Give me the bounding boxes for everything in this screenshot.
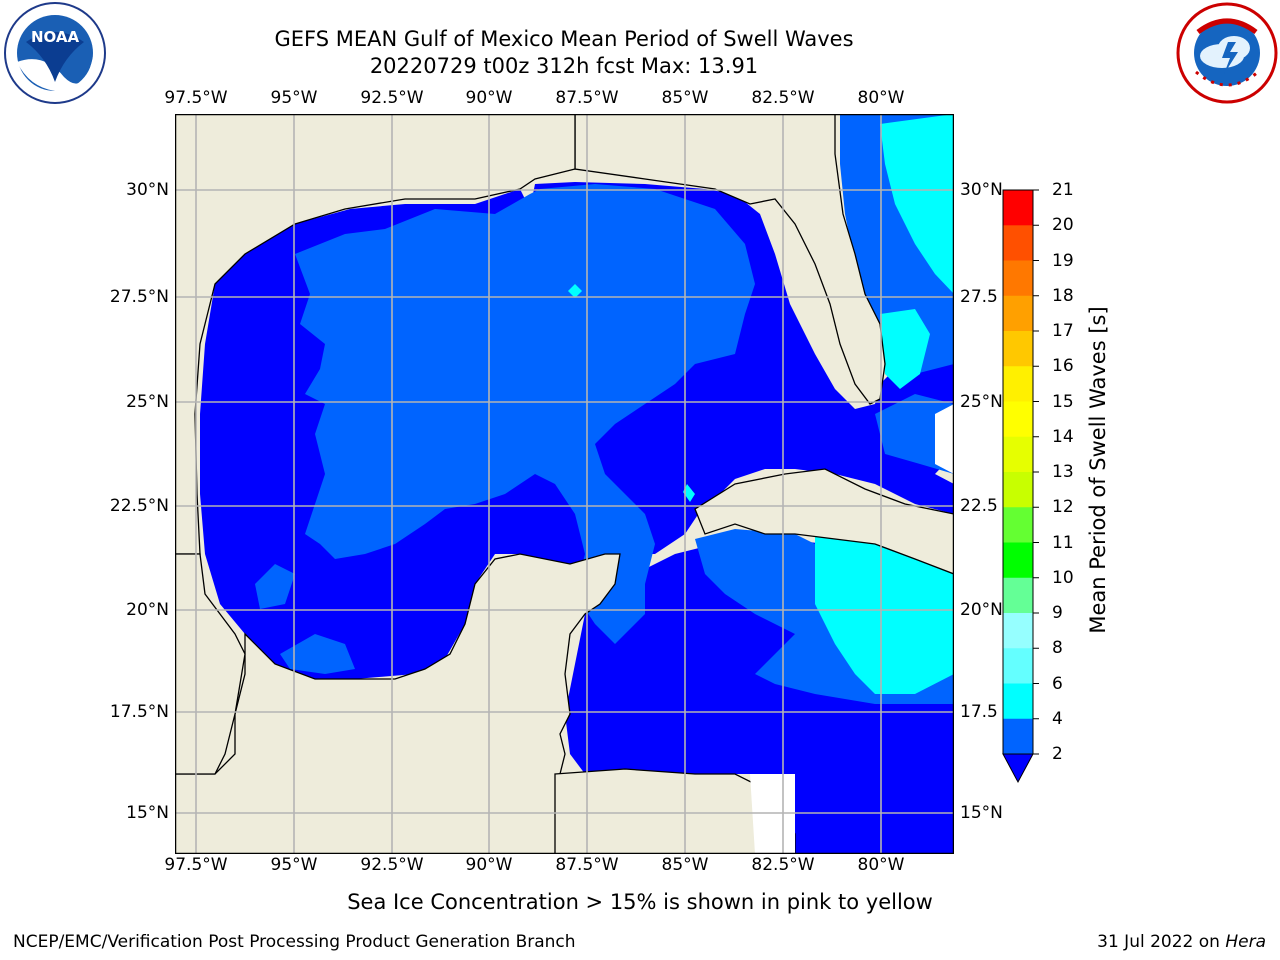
gulf-field-4-to-6s-spot2 xyxy=(683,484,695,502)
colorbar-tick-label: 12 xyxy=(1052,497,1074,518)
colorbar-band xyxy=(1003,718,1033,755)
lat-label-left: 30°N xyxy=(126,180,169,200)
swell-period-map xyxy=(175,114,954,854)
lon-label-bottom: 80°W xyxy=(857,855,905,875)
yucatan-land xyxy=(175,553,621,854)
lat-label-right: 15°N xyxy=(960,803,1003,823)
lat-label-left: 15°N xyxy=(126,803,169,823)
lon-label-top: 82.5°W xyxy=(751,88,815,108)
colorbar-label: Mean Period of Swell Waves [s] xyxy=(1086,306,1110,634)
sea-ice-note: Sea Ice Concentration > 15% is shown in … xyxy=(347,890,933,914)
caribbean-field-4-to-6s xyxy=(815,524,954,694)
gulf-field-4-to-6s-spot xyxy=(568,284,582,298)
colorbar-band xyxy=(1003,436,1033,473)
colorbar-band xyxy=(1003,542,1033,579)
nws-logo xyxy=(1176,2,1278,104)
colorbar-tick-label: 13 xyxy=(1052,462,1074,482)
colorbar-band xyxy=(1003,613,1033,649)
map-gridlines xyxy=(175,114,954,854)
colorbar-band xyxy=(1003,507,1033,543)
colorbar-band xyxy=(1003,401,1033,438)
lon-label-bottom: 90°W xyxy=(465,855,513,875)
gulf-field-2-to-4s-s xyxy=(280,634,355,674)
lon-label-bottom: 95°W xyxy=(270,855,318,875)
lat-label-right: 27.5 xyxy=(960,287,998,307)
lat-label-left: 25°N xyxy=(126,392,169,412)
lon-label-top: 97.5°W xyxy=(164,88,228,108)
noaa-logo: NOAA xyxy=(4,2,106,104)
colorbar-tick-label: 16 xyxy=(1052,356,1074,377)
colorbar-band-top xyxy=(1003,190,1033,226)
colorbar-tick-label: 14 xyxy=(1052,426,1074,447)
lon-label-top: 85°W xyxy=(661,88,709,108)
colorbar-tick-label: 21 xyxy=(1052,180,1074,200)
colorbar-extend-arrow xyxy=(1002,753,1034,784)
footer-date-text: 31 Jul 2022 on xyxy=(1097,932,1226,952)
cuba-land xyxy=(694,468,954,575)
no-data-patch-2 xyxy=(750,774,795,854)
lat-label-right: 17.5 xyxy=(960,702,998,722)
colorbar-band xyxy=(1003,648,1033,684)
footer-date: 31 Jul 2022 on Hera xyxy=(1097,932,1266,952)
colorbar-band xyxy=(1003,225,1033,261)
colorbar-band xyxy=(1003,331,1033,367)
lon-label-bottom: 82.5°W xyxy=(751,855,815,875)
colorbar-band xyxy=(1003,295,1033,332)
footer-machine: Hera xyxy=(1225,932,1266,952)
map-frame xyxy=(175,114,954,854)
colorbar-tick-label: 2 xyxy=(1052,744,1063,764)
lon-label-top: 90°W xyxy=(465,88,513,108)
gulf-field-2-to-4s xyxy=(295,184,755,644)
no-data-patch xyxy=(935,404,954,474)
colorbar-tick-label: 10 xyxy=(1052,567,1074,588)
lat-label-right: 22.5 xyxy=(960,496,998,516)
lat-label-left: 27.5°N xyxy=(109,287,169,307)
gulf-field-2-to-4s-sw xyxy=(255,564,295,609)
lon-label-top: 80°W xyxy=(857,88,905,108)
colorbar xyxy=(1002,189,1039,784)
lat-label-right: 20°N xyxy=(960,600,1003,620)
colorbar-tick-label: 6 xyxy=(1052,673,1063,694)
colorbar-tick-label: 9 xyxy=(1052,603,1063,623)
atlantic-field-4-to-6s xyxy=(880,114,954,294)
colorbar-tick-label: 4 xyxy=(1052,708,1063,729)
lon-label-bottom: 92.5°W xyxy=(360,855,424,875)
atlantic-field-2-to-4s-s xyxy=(875,394,954,474)
lon-label-bottom: 97.5°W xyxy=(164,855,228,875)
lat-label-left: 20°N xyxy=(126,600,169,620)
colorbar-tick-label: 11 xyxy=(1052,532,1074,553)
colorbar-tick-label: 8 xyxy=(1052,638,1063,659)
us-coast-land xyxy=(175,114,576,555)
lat-label-left: 17.5°N xyxy=(109,702,169,722)
lon-label-bottom: 85°W xyxy=(661,855,709,875)
noaa-logo-text: NOAA xyxy=(31,28,80,46)
lon-label-top: 87.5°W xyxy=(555,88,619,108)
colorbar-band xyxy=(1003,472,1033,508)
colorbar-band xyxy=(1003,577,1033,614)
footer-branch: NCEP/EMC/Verification Post Processing Pr… xyxy=(13,932,576,952)
colorbar-tick-label: 15 xyxy=(1052,391,1074,412)
mexico-west-land xyxy=(175,553,246,775)
colorbar-band xyxy=(1003,683,1033,720)
straits-field-4-to-6s xyxy=(880,309,930,389)
colorbar-tick-label: 20 xyxy=(1052,215,1074,236)
lat-label-right: 30°N xyxy=(960,180,1003,200)
lon-label-bottom: 87.5°W xyxy=(555,855,619,875)
lat-label-right: 25°N xyxy=(960,392,1003,412)
colorbar-tick-label: 17 xyxy=(1052,321,1074,341)
colorbar-tick-label: 18 xyxy=(1052,285,1074,306)
colorbar-tick-label: 19 xyxy=(1052,250,1074,271)
map-subtitle: 20220729 t00z 312h fcst Max: 13.91 xyxy=(369,54,759,78)
map-title: GEFS MEAN Gulf of Mexico Mean Period of … xyxy=(274,27,854,51)
lon-label-top: 95°W xyxy=(270,88,318,108)
lat-label-left: 22.5°N xyxy=(109,496,169,516)
colorbar-band xyxy=(1003,260,1033,297)
colorbar-band xyxy=(1003,366,1033,402)
lon-label-top: 92.5°W xyxy=(360,88,424,108)
